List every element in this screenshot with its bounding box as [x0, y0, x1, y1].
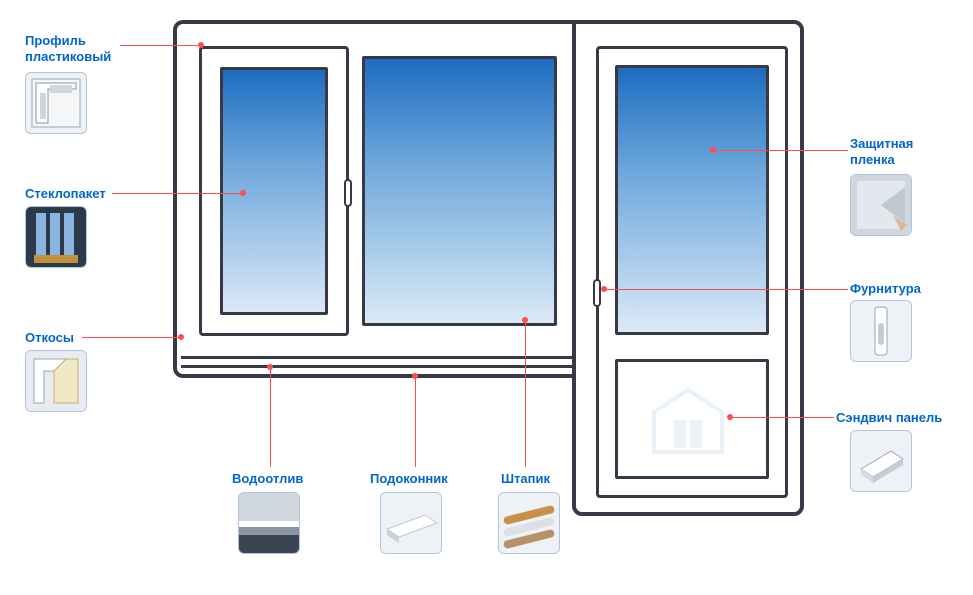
- left-sash: [199, 46, 349, 336]
- diagram-root: Профиль пластиковый Стеклопакет Откосы З…: [0, 0, 973, 595]
- pointer-line: [270, 367, 271, 467]
- pointer-line: [604, 289, 848, 290]
- door-section-outer: [572, 20, 804, 516]
- thumb-sandwich: [850, 430, 912, 492]
- pointer-dot: [727, 414, 733, 420]
- label-sandwich-text: Сэндвич панель: [836, 410, 942, 425]
- left-sash-glass: [220, 67, 328, 315]
- thumb-reveals: [25, 350, 87, 412]
- label-hardware: Фурнитура: [850, 281, 921, 297]
- pointer-dot: [601, 286, 607, 292]
- door-handle[interactable]: [593, 279, 601, 307]
- thumb-glass-unit: [25, 206, 87, 268]
- label-glass-unit: Стеклопакет: [25, 186, 106, 202]
- pointer-dot: [522, 317, 528, 323]
- pointer-dot: [710, 147, 716, 153]
- pointer-line: [525, 320, 526, 467]
- pointer-line: [415, 376, 416, 467]
- pointer-line: [112, 193, 242, 194]
- label-hardware-text: Фурнитура: [850, 281, 921, 296]
- pointer-dot: [178, 334, 184, 340]
- thumb-film: [850, 174, 912, 236]
- label-film-line2: пленка: [850, 152, 895, 167]
- watermark-logo: [648, 384, 728, 464]
- thumb-profile: [25, 72, 87, 134]
- label-glass-unit-text: Стеклопакет: [25, 186, 106, 201]
- window-sill-edge: [181, 356, 580, 368]
- pointer-dot: [267, 364, 273, 370]
- label-reveals-text: Откосы: [25, 330, 74, 345]
- label-profile-line1: Профиль: [25, 33, 86, 48]
- label-sandwich: Сэндвич панель: [836, 410, 942, 426]
- label-profile: Профиль пластиковый: [25, 33, 111, 64]
- door-glass: [615, 65, 769, 335]
- label-film: Защитная пленка: [850, 136, 913, 167]
- label-reveals: Откосы: [25, 330, 74, 346]
- thumb-hardware: [850, 300, 912, 362]
- pointer-dot: [198, 42, 204, 48]
- window-section-outer: [173, 20, 576, 378]
- window-door-block: [173, 20, 808, 520]
- pointer-line: [120, 45, 200, 46]
- pointer-line: [82, 337, 180, 338]
- pointer-dot: [240, 190, 246, 196]
- left-sash-handle[interactable]: [344, 179, 352, 207]
- label-film-line1: Защитная: [850, 136, 913, 151]
- middle-fixed-glass: [362, 56, 557, 326]
- pointer-line: [713, 150, 848, 151]
- pointer-dot: [412, 373, 418, 379]
- label-profile-line2: пластиковый: [25, 49, 111, 64]
- pointer-line: [730, 417, 834, 418]
